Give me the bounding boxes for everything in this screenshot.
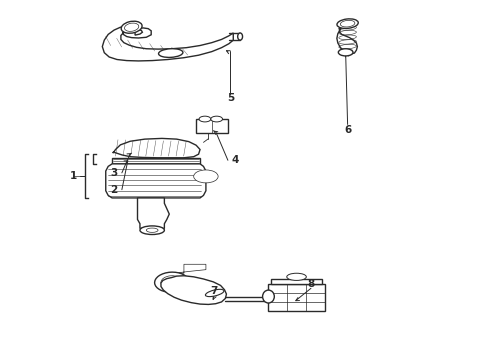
Text: 2: 2 — [110, 185, 118, 195]
Text: 3: 3 — [110, 168, 118, 178]
Ellipse shape — [159, 49, 183, 57]
Text: 4: 4 — [232, 155, 239, 165]
PathPatch shape — [271, 279, 322, 284]
Text: 1: 1 — [70, 171, 76, 181]
Text: 6: 6 — [344, 125, 351, 135]
Ellipse shape — [124, 23, 139, 31]
Text: 5: 5 — [227, 93, 234, 103]
Ellipse shape — [338, 49, 353, 56]
Ellipse shape — [211, 116, 222, 122]
Ellipse shape — [140, 226, 164, 234]
Ellipse shape — [121, 21, 142, 33]
PathPatch shape — [269, 284, 325, 311]
Ellipse shape — [205, 289, 224, 297]
Ellipse shape — [161, 276, 182, 289]
Ellipse shape — [263, 290, 274, 303]
PathPatch shape — [196, 119, 228, 134]
Ellipse shape — [194, 170, 218, 183]
Ellipse shape — [199, 116, 211, 122]
Text: 8: 8 — [307, 279, 315, 289]
PathPatch shape — [113, 138, 200, 158]
Ellipse shape — [155, 272, 189, 292]
PathPatch shape — [112, 158, 200, 164]
Text: 7: 7 — [211, 286, 218, 296]
PathPatch shape — [106, 164, 206, 198]
PathPatch shape — [138, 198, 169, 228]
Ellipse shape — [147, 228, 158, 232]
PathPatch shape — [161, 276, 226, 305]
Ellipse shape — [337, 19, 358, 28]
PathPatch shape — [337, 23, 357, 54]
PathPatch shape — [174, 264, 206, 273]
Ellipse shape — [341, 20, 355, 27]
Ellipse shape — [238, 33, 243, 40]
PathPatch shape — [102, 27, 233, 61]
Ellipse shape — [287, 273, 306, 280]
